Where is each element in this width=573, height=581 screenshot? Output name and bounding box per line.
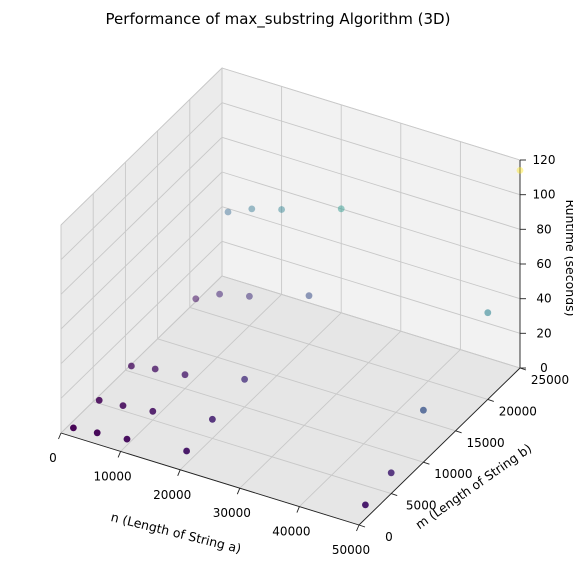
data-point [70, 424, 77, 432]
z-axis-label: Runtime (seconds) [563, 199, 573, 316]
y-tick-mark [455, 430, 462, 434]
data-point [305, 292, 313, 300]
data-point [278, 206, 285, 213]
x-tick-label: 10000 [94, 469, 132, 483]
z-tick-label: 0 [540, 361, 548, 375]
y-tick-label: 10000 [434, 467, 472, 481]
data-point [246, 292, 253, 300]
data-point [484, 309, 492, 317]
data-point [241, 375, 249, 383]
x-tick-mark [296, 506, 300, 513]
data-point [224, 208, 232, 216]
grid-line-z-xwall [60, 136, 223, 295]
grid-line-z-ywall [221, 206, 521, 300]
chart-title: Performance of max_substring Algorithm (… [106, 10, 451, 29]
x-tick-label: 50000 [332, 543, 370, 557]
data-point [151, 365, 159, 373]
grid-line-z-xwall [60, 206, 223, 365]
x-axis-line [60, 432, 360, 526]
axis-lines [58, 159, 527, 532]
y-axis-line [358, 367, 521, 526]
y-tick-label: 20000 [499, 404, 537, 418]
grid-line-z-ywall [221, 67, 521, 161]
data-point [183, 447, 191, 455]
y-tick-mark [358, 524, 366, 528]
grid-line-z-ywall [221, 102, 521, 196]
grid-line-z-ywall [221, 275, 521, 369]
z-tick-label: 20 [536, 326, 551, 340]
y-tick-label: 5000 [406, 499, 437, 513]
grid-line-x-floor [179, 312, 342, 471]
grid-line-y-floor [157, 338, 456, 432]
x-tick-label: 0 [49, 451, 57, 465]
data-point [181, 371, 189, 379]
x-tick-mark [58, 432, 62, 440]
x-tick-mark [236, 488, 241, 495]
y-tick-mark [487, 398, 494, 402]
grid-line-y-floor [189, 306, 488, 400]
x-tick-label: 20000 [153, 488, 191, 502]
z-tick-label: 80 [536, 222, 551, 236]
x-tick-label: 40000 [272, 525, 310, 539]
z-tick-label: 60 [536, 257, 551, 271]
data-point [123, 435, 131, 443]
data-point [248, 205, 256, 213]
x-tick-mark [117, 451, 122, 458]
grid-line-z-ywall [221, 136, 521, 230]
data-point [192, 295, 200, 303]
grid-line-y-floor [125, 369, 424, 463]
grid-line-z-xwall [60, 240, 223, 399]
data-point [149, 407, 157, 415]
data-point [216, 290, 224, 298]
x-tick-label: 30000 [213, 506, 251, 520]
grid-line-x-floor [239, 330, 402, 489]
z-tick-label: 100 [533, 188, 556, 202]
y-tick-mark [423, 461, 430, 465]
z-tick-label: 120 [533, 153, 556, 167]
y-tick-label: 15000 [467, 436, 505, 450]
grid-line-z-xwall [60, 67, 223, 226]
grid-line-x-floor [120, 294, 282, 452]
x-tick-mark [356, 524, 360, 532]
tick-labels: 0 10000 20000 30000 40000 50000 0 5000 10000 1500… [49, 153, 569, 557]
data-point [93, 429, 101, 437]
grid-line-z-xwall [60, 275, 223, 434]
data-point [516, 167, 524, 174]
z-tick-label: 40 [536, 292, 551, 306]
grid-line-z-ywall [221, 171, 521, 265]
grid-line-x-floor [299, 349, 461, 507]
data-point [420, 406, 427, 414]
grid-line-z-xwall [60, 102, 223, 261]
data-point [95, 396, 103, 404]
data-point [387, 469, 395, 477]
data-point [209, 415, 216, 423]
grid-line-z-ywall [221, 240, 521, 334]
data-point [337, 205, 345, 213]
data-points [70, 167, 524, 509]
x-tick-mark [177, 469, 181, 476]
y-tick-mark [391, 493, 398, 497]
data-point [127, 362, 135, 370]
data-point [362, 501, 369, 509]
y-tick-label: 25000 [531, 373, 569, 387]
y-tick-label: 0 [385, 530, 393, 544]
grid-line-y-floor [93, 401, 392, 495]
data-point [119, 402, 127, 409]
grid-line-z-xwall [60, 171, 223, 330]
